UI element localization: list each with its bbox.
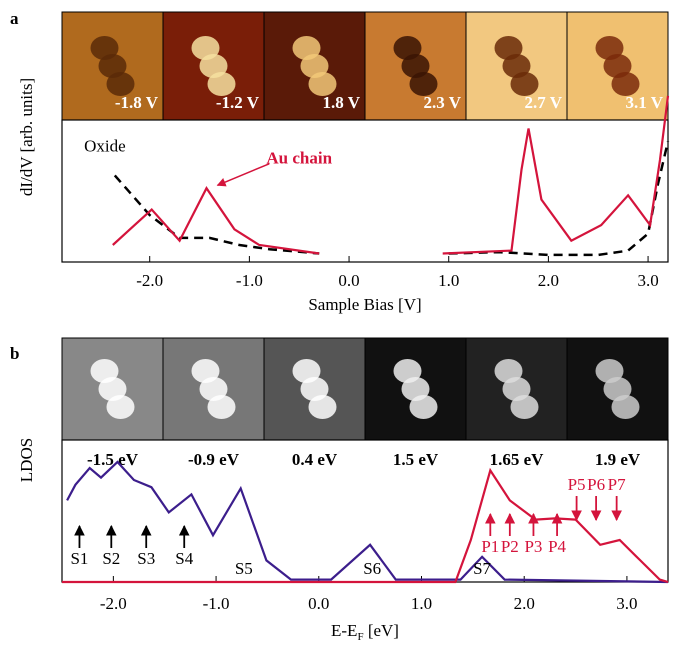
annotation: Au chain bbox=[266, 149, 332, 168]
x-tick-label: -2.0 bbox=[100, 594, 127, 613]
x-tick-label: -1.0 bbox=[236, 271, 263, 290]
x-axis-label: Sample Bias [V] bbox=[308, 295, 421, 314]
image-label: 1.8 V bbox=[323, 93, 361, 112]
x-tick-label: 0.0 bbox=[338, 271, 359, 290]
annotation: P1 bbox=[481, 537, 499, 556]
image-label: 0.4 eV bbox=[292, 450, 338, 469]
annotation: P2 bbox=[501, 537, 519, 556]
annotation-arrow bbox=[217, 164, 269, 186]
image-label: -1.2 V bbox=[216, 93, 260, 112]
x-tick-label: 1.0 bbox=[438, 271, 459, 290]
annotation: P4 bbox=[548, 537, 566, 556]
stm-feature bbox=[107, 395, 135, 419]
stm-feature bbox=[511, 395, 539, 419]
image-label: -0.9 eV bbox=[188, 450, 240, 469]
stm-feature bbox=[208, 395, 236, 419]
x-tick-label: 1.0 bbox=[411, 594, 432, 613]
x-tick-label: 3.0 bbox=[616, 594, 637, 613]
stm-feature bbox=[309, 395, 337, 419]
image-label: -1.8 V bbox=[115, 93, 159, 112]
annotation: Oxide bbox=[84, 137, 126, 156]
image-label: 1.5 eV bbox=[393, 450, 439, 469]
image-label: 1.65 eV bbox=[490, 450, 545, 469]
panel-label: a bbox=[10, 9, 19, 28]
annotation: P6 bbox=[587, 475, 605, 494]
image-label: 1.9 eV bbox=[595, 450, 641, 469]
annotation: S1 bbox=[70, 549, 88, 568]
panel-label: b bbox=[10, 344, 19, 363]
x-tick-label: -2.0 bbox=[136, 271, 163, 290]
annotation: P5 bbox=[568, 475, 586, 494]
annotation: S3 bbox=[137, 549, 155, 568]
data-line bbox=[115, 141, 668, 255]
annotation: P7 bbox=[608, 475, 626, 494]
annotation: P3 bbox=[524, 537, 542, 556]
y-axis-label: LDOS bbox=[17, 438, 36, 482]
annotation: S6 bbox=[363, 559, 381, 578]
x-tick-label: 2.0 bbox=[538, 271, 559, 290]
figure: a b -1.8 V -1.2 V 1.8 V 2.3 V 2.7 V 3.1 V -2.0… bbox=[0, 0, 680, 649]
image-label: 2.3 V bbox=[424, 93, 462, 112]
stm-feature bbox=[410, 395, 438, 419]
x-tick-label: 0.0 bbox=[308, 594, 329, 613]
plot-frame bbox=[62, 120, 668, 262]
x-tick-label: 2.0 bbox=[514, 594, 535, 613]
annotation: S4 bbox=[175, 549, 193, 568]
x-tick-label: -1.0 bbox=[203, 594, 230, 613]
stm-feature bbox=[612, 395, 640, 419]
x-axis-label-part: E-E bbox=[331, 621, 357, 640]
image-label: 2.7 V bbox=[525, 93, 563, 112]
x-axis-label: E-EF [eV] bbox=[331, 621, 399, 643]
annotation: S2 bbox=[102, 549, 120, 568]
annotation: S5 bbox=[235, 559, 253, 578]
annotation: S7 bbox=[473, 559, 491, 578]
y-axis-label: dI/dV [arb. units] bbox=[17, 78, 36, 196]
x-axis-label-part: [eV] bbox=[364, 621, 399, 640]
image-label: 3.1 V bbox=[626, 93, 664, 112]
x-tick-label: 3.0 bbox=[637, 271, 658, 290]
